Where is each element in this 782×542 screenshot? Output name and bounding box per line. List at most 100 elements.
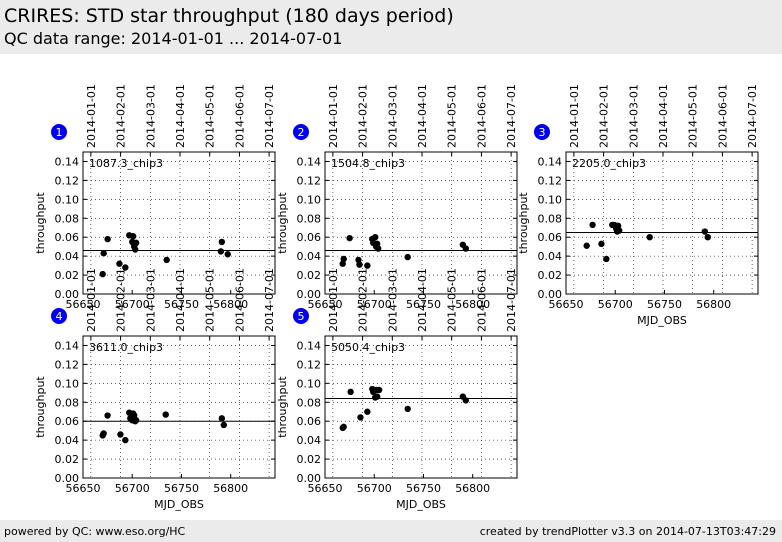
- date-tick-label: 2014-04-01: [657, 84, 670, 148]
- date-tick-label: 2014-05-01: [204, 268, 217, 332]
- x-tick-label: 56800: [696, 298, 731, 311]
- y-axis-label: throughput: [276, 376, 289, 438]
- y-tick-label: 0.06: [297, 415, 322, 428]
- data-point: [375, 386, 383, 394]
- date-tick-label: 2014-01-01: [327, 84, 340, 148]
- data-point: [404, 253, 411, 261]
- y-tick-label: 0.10: [538, 193, 563, 206]
- date-tick-label: 2014-03-01: [627, 84, 640, 148]
- x-tick-label: 56650: [549, 298, 584, 311]
- data-point: [131, 246, 139, 253]
- data-point: [100, 430, 107, 437]
- y-tick-label: 0.00: [538, 288, 563, 301]
- data-point: [364, 262, 371, 269]
- date-tick-label: 2014-02-01: [115, 84, 128, 148]
- x-axis-label: MJD_OBS: [637, 314, 687, 327]
- data-point: [162, 411, 169, 418]
- data-point: [372, 234, 379, 241]
- date-tick-label: 2014-03-01: [144, 84, 157, 148]
- data-point: [364, 408, 371, 415]
- x-tick-label: 56700: [598, 298, 633, 311]
- date-tick-label: 2014-01-01: [85, 268, 98, 332]
- y-tick-label: 0.06: [538, 231, 563, 244]
- y-tick-label: 0.00: [55, 472, 80, 485]
- date-tick-label: 2014-06-01: [475, 268, 488, 332]
- date-tick-label: 2014-07-01: [263, 268, 276, 332]
- y-tick-label: 0.14: [297, 155, 322, 168]
- chart-panel-1: 0.00 0.02 0.04 0.06 0.08 0.10 0.12 0.14 56650 567…: [34, 84, 276, 311]
- y-tick-label: 0.08: [297, 212, 322, 225]
- data-point: [701, 228, 709, 235]
- y-tick-label: 0.14: [297, 339, 322, 352]
- plot-frame: [324, 335, 518, 479]
- x-tick-label: 56800: [455, 482, 490, 495]
- y-tick-label: 0.00: [297, 472, 322, 485]
- x-tick-label: 56750: [406, 482, 441, 495]
- date-tick-label: 2014-06-01: [233, 268, 246, 332]
- y-tick-label: 0.00: [55, 288, 80, 301]
- y-tick-label: 0.12: [297, 358, 322, 371]
- data-point: [340, 255, 347, 263]
- panel-badge-number: 1: [56, 126, 63, 139]
- y-tick-label: 0.12: [55, 358, 80, 371]
- header-bar: CRIRES: STD star throughput (180 days pe…: [0, 0, 782, 54]
- x-tick-label: 56650: [308, 298, 343, 311]
- date-tick-label: 2014-07-01: [746, 84, 759, 148]
- y-tick-label: 0.10: [55, 377, 80, 390]
- y-tick-label: 0.02: [55, 269, 80, 282]
- data-point: [217, 248, 225, 255]
- y-tick-label: 0.10: [55, 193, 80, 206]
- x-tick-label: 56750: [164, 482, 199, 495]
- panel-badge: [534, 124, 550, 140]
- data-point: [122, 264, 129, 271]
- panel-badge-number: 4: [56, 310, 63, 323]
- date-tick-label: 2014-04-01: [174, 268, 187, 332]
- y-tick-label: 0.00: [297, 288, 322, 301]
- x-tick-label: 56700: [115, 298, 150, 311]
- data-point: [132, 239, 140, 247]
- date-tick-label: 2014-03-01: [386, 268, 399, 332]
- date-tick-label: 2014-05-01: [446, 84, 459, 148]
- plot-frame: [82, 335, 276, 479]
- x-axis-label: MJD_OBS: [396, 498, 446, 511]
- x-tick-label: 56700: [357, 298, 392, 311]
- chart-panel-5: 0.00 0.02 0.04 0.06 0.08 0.10 0.12 0.14 56650 567…: [276, 268, 518, 511]
- panel-label: 2205.0_chip3: [572, 157, 646, 170]
- date-tick-label: 2014-01-01: [85, 84, 98, 148]
- date-tick-label: 2014-07-01: [263, 84, 276, 148]
- date-tick-label: 2014-02-01: [357, 268, 370, 332]
- data-point: [340, 423, 347, 431]
- plot-frame: [565, 151, 759, 295]
- data-point: [462, 397, 469, 404]
- data-point: [104, 235, 111, 243]
- y-tick-label: 0.02: [55, 453, 80, 466]
- data-point: [615, 227, 623, 234]
- data-point: [132, 417, 140, 424]
- data-point: [224, 251, 231, 258]
- footer-timestamp: created by trendPlotter v3.3 on 2014-07-…: [479, 525, 776, 538]
- date-tick-label: 2014-03-01: [144, 268, 157, 332]
- footer-bar: powered by QC: www.eso.org/HC created by…: [0, 520, 782, 542]
- data-point: [462, 245, 469, 252]
- panel-label: 1504.8_chip3: [331, 157, 405, 170]
- y-tick-label: 0.04: [55, 434, 80, 447]
- panel-badge: [293, 308, 309, 324]
- date-tick-label: 2014-04-01: [416, 268, 429, 332]
- y-tick-label: 0.14: [538, 155, 563, 168]
- y-tick-label: 0.14: [55, 155, 80, 168]
- y-axis-label: throughput: [34, 192, 47, 254]
- data-point: [357, 414, 364, 421]
- page-subtitle: QC data range: 2014-01-01 ... 2014-07-01: [4, 29, 343, 48]
- date-tick-label: 2014-01-01: [327, 268, 340, 332]
- date-tick-label: 2014-05-01: [446, 268, 459, 332]
- y-tick-label: 0.04: [297, 250, 322, 263]
- x-tick-label: 56800: [213, 298, 248, 311]
- date-tick-label: 2014-02-01: [115, 268, 128, 332]
- date-tick-label: 2014-06-01: [233, 84, 246, 148]
- plot-frame: [324, 151, 518, 295]
- y-tick-label: 0.08: [538, 212, 563, 225]
- x-tick-label: 56700: [115, 482, 150, 495]
- y-tick-label: 0.02: [297, 453, 322, 466]
- panel-label: 3611.0_chip3: [89, 341, 163, 354]
